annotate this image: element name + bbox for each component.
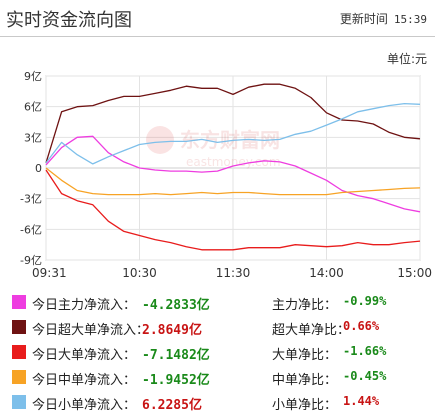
legend-value: -7.1482亿 xyxy=(142,348,210,363)
ratio-label: 小单净比： xyxy=(272,398,338,413)
x-tick-label: 09:31 xyxy=(32,266,67,280)
y-tick-label: -9亿 xyxy=(20,254,42,267)
x-tick-label: 10:30 xyxy=(122,266,157,280)
ratio-label: 中单净比： xyxy=(272,373,338,388)
watermark-logo-icon xyxy=(146,126,174,154)
series-line-4 xyxy=(45,167,421,196)
y-tick-label: 3亿 xyxy=(24,131,42,144)
legend-value: -1.9452亿 xyxy=(142,373,210,388)
ratio-value: 1.44% xyxy=(343,394,380,408)
legend-swatch xyxy=(12,395,26,409)
x-axis-ticks: 09:31 10:30 11:30 14:00 15:00 xyxy=(32,266,432,280)
ratio-value: -1.66% xyxy=(343,344,387,358)
legend-value: 6.2285亿 xyxy=(142,398,202,413)
legend-label: 今日超大单净流入： xyxy=(32,323,150,338)
legend-row: 今日小单净流入： 6.2285亿 小单净比： 1.44% xyxy=(0,390,435,416)
legend-swatch xyxy=(12,370,26,384)
y-tick-label: -6亿 xyxy=(20,223,42,236)
update-label: 更新时间 xyxy=(339,12,388,26)
series-line-5 xyxy=(45,102,421,165)
legend-row: 今日主力净流入： -4.2833亿 主力净比： -0.99% xyxy=(0,290,435,316)
y-tick-label: 6亿 xyxy=(24,101,42,114)
y-tick-label: 9亿 xyxy=(24,70,42,83)
legend-row: 今日中单净流入： -1.9452亿 中单净比： -0.45% xyxy=(0,365,435,391)
chart-grid xyxy=(45,75,421,261)
legend-row: 今日超大单净流入： 2.8649亿 超大单净比： 0.66% xyxy=(0,315,435,341)
unit-label: 单位:元 xyxy=(386,52,427,66)
fund-flow-chart: 东方财富网 eastmoney.com 9亿 6亿 3亿 0 -3亿 -6亿 -9亿 09:… xyxy=(20,70,432,280)
ratio-value: -0.45% xyxy=(343,369,387,383)
legend-swatch xyxy=(12,295,26,309)
ratio-value: 0.66% xyxy=(343,319,380,333)
series-line-3 xyxy=(45,169,421,251)
legend-value: 2.8649亿 xyxy=(142,323,202,338)
chart-header: 实时资金流向图 更新时间 15:39 xyxy=(0,0,435,37)
legend-value: -4.2833亿 xyxy=(142,298,210,313)
x-tick-label: 14:00 xyxy=(309,266,344,280)
legend-label: 今日大单净流入： xyxy=(32,348,137,363)
series-line-1 xyxy=(45,135,421,213)
legend-swatch xyxy=(12,320,26,334)
watermark-en: eastmoney.com xyxy=(186,155,281,169)
legend-label: 今日主力净流入： xyxy=(32,298,137,313)
y-axis-ticks: 9亿 6亿 3亿 0 -3亿 -6亿 -9亿 xyxy=(20,70,42,267)
series-line-2 xyxy=(45,83,421,164)
update-time: 更新时间 15:39 xyxy=(340,10,427,27)
y-tick-label: 0 xyxy=(35,162,42,175)
page-title: 实时资金流向图 xyxy=(6,10,132,31)
legend-row: 今日大单净流入： -7.1482亿 大单净比： -1.66% xyxy=(0,340,435,366)
watermark: 东方财富网 eastmoney.com xyxy=(146,126,281,169)
series-lines xyxy=(45,83,421,251)
legend-label: 今日小单净流入： xyxy=(32,398,137,413)
ratio-label: 大单净比： xyxy=(272,348,338,363)
legend-label: 今日中单净流入： xyxy=(32,373,137,388)
ratio-label: 超大单净比： xyxy=(272,323,351,338)
x-tick-label: 11:30 xyxy=(216,266,251,280)
y-tick-label: -3亿 xyxy=(20,193,42,206)
update-time-value: 15:39 xyxy=(393,13,427,26)
ratio-value: -0.99% xyxy=(343,294,387,308)
legend-swatch xyxy=(12,345,26,359)
x-tick-label: 15:00 xyxy=(397,266,432,280)
ratio-label: 主力净比： xyxy=(272,298,338,313)
